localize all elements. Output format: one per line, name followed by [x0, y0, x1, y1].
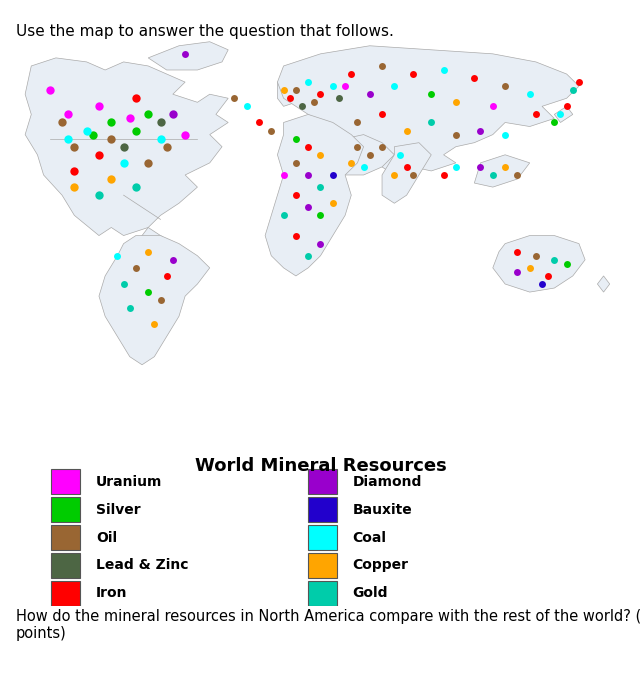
FancyBboxPatch shape — [308, 497, 337, 522]
Polygon shape — [148, 42, 228, 70]
Polygon shape — [136, 227, 173, 256]
Text: World Mineral Resources: World Mineral Resources — [195, 457, 446, 475]
Text: Oil: Oil — [96, 530, 117, 544]
Polygon shape — [99, 236, 210, 365]
FancyBboxPatch shape — [308, 553, 337, 578]
Polygon shape — [474, 155, 529, 187]
FancyBboxPatch shape — [308, 581, 337, 606]
Text: Copper: Copper — [353, 559, 408, 573]
Polygon shape — [493, 236, 585, 292]
Text: Diamond: Diamond — [353, 475, 422, 489]
Polygon shape — [382, 143, 431, 203]
FancyBboxPatch shape — [51, 470, 80, 494]
Polygon shape — [597, 276, 610, 292]
Polygon shape — [333, 135, 394, 175]
FancyBboxPatch shape — [51, 581, 80, 606]
FancyBboxPatch shape — [308, 470, 337, 494]
Text: Bauxite: Bauxite — [353, 503, 412, 517]
FancyBboxPatch shape — [308, 525, 337, 550]
Polygon shape — [278, 46, 579, 175]
Polygon shape — [265, 114, 363, 276]
FancyBboxPatch shape — [51, 553, 80, 578]
FancyBboxPatch shape — [51, 497, 80, 522]
Polygon shape — [278, 66, 358, 114]
FancyBboxPatch shape — [51, 525, 80, 550]
Polygon shape — [554, 106, 573, 122]
Text: Gold: Gold — [353, 586, 388, 600]
Text: How do the mineral resources in North America compare with the rest of the world: How do the mineral resources in North Am… — [16, 609, 641, 641]
Text: Use the map to answer the question that follows.: Use the map to answer the question that … — [16, 24, 394, 38]
Text: Uranium: Uranium — [96, 475, 163, 489]
Text: Silver: Silver — [96, 503, 141, 517]
Polygon shape — [25, 58, 228, 236]
Polygon shape — [283, 78, 296, 90]
Text: Coal: Coal — [353, 530, 387, 544]
Text: Iron: Iron — [96, 586, 128, 600]
Text: Lead & Zinc: Lead & Zinc — [96, 559, 188, 573]
